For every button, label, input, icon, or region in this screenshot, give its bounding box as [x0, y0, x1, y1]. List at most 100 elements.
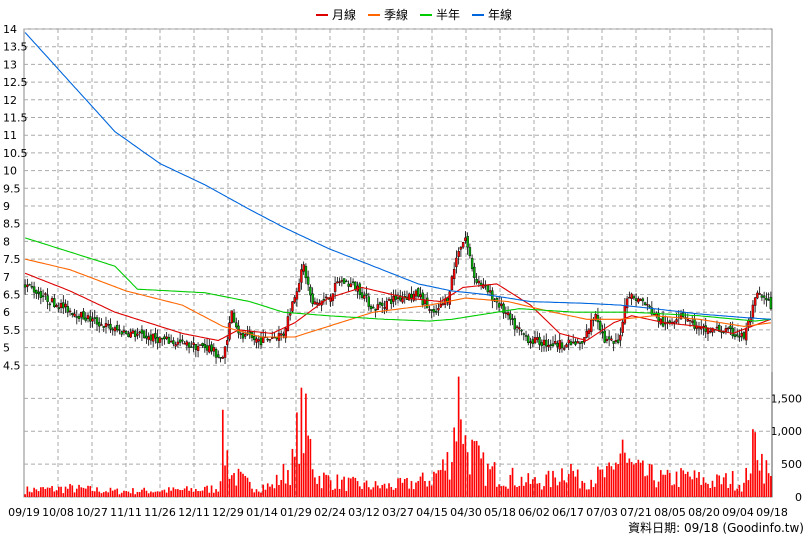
- volume-bar: [565, 482, 568, 497]
- price-tick-label: 7.5: [3, 253, 21, 266]
- candle-body: [724, 328, 728, 332]
- candle-body: [50, 298, 54, 302]
- volume-bar: [675, 471, 678, 497]
- volume-bar: [287, 470, 289, 497]
- volume-bar: [385, 488, 388, 497]
- x-tick-label: 03/12: [348, 506, 380, 519]
- volume-bar: [230, 475, 233, 497]
- volume-bar: [763, 483, 765, 497]
- volume-bar: [163, 489, 166, 497]
- price-tick-label: 10.5: [3, 147, 28, 160]
- candle-body: [84, 317, 87, 321]
- candle-body: [131, 330, 135, 334]
- candle-body: [201, 343, 204, 346]
- candle-body: [28, 284, 31, 286]
- candle-body: [502, 303, 505, 314]
- candle-body: [715, 326, 719, 329]
- candle-body: [39, 291, 43, 298]
- candle-body: [315, 302, 319, 305]
- candle-body: [345, 280, 348, 283]
- volume-bar: [529, 483, 532, 497]
- legend-item-month: 月線: [316, 6, 356, 23]
- price-tick-label: 13.5: [3, 41, 28, 54]
- candle-body: [172, 340, 175, 345]
- volume-tick-label: 1,000: [771, 425, 803, 438]
- candle-body: [133, 330, 137, 337]
- volume-bar: [603, 477, 606, 497]
- volume-bar: [365, 480, 368, 497]
- candle-body: [127, 333, 130, 337]
- candle-body: [217, 354, 220, 358]
- volume-bar: [608, 462, 610, 497]
- volume-bar: [655, 487, 658, 497]
- volume-bar: [172, 487, 175, 497]
- x-tick-label: 01/14: [246, 506, 278, 519]
- volume-bar: [513, 485, 516, 497]
- volume-bar: [765, 460, 768, 497]
- volume-bar: [64, 486, 67, 497]
- candle-body: [223, 346, 227, 358]
- volume-bar: [722, 477, 725, 497]
- volume-bar: [206, 485, 208, 497]
- volume-bar: [410, 481, 413, 497]
- candle-body: [560, 342, 564, 349]
- candle-body: [120, 331, 123, 335]
- candle-body: [614, 340, 618, 342]
- candle-body: [506, 312, 510, 316]
- candle-body: [163, 336, 166, 340]
- volume-bar: [215, 489, 217, 497]
- volume-bar: [53, 491, 56, 497]
- candle-body: [82, 311, 85, 320]
- candle-body: [733, 334, 737, 338]
- x-tick-label: 11/26: [144, 506, 176, 519]
- price-tick-label: 5.5: [3, 324, 21, 337]
- volume-bar: [248, 481, 251, 497]
- volume-bar: [628, 458, 631, 497]
- candle-body: [158, 337, 162, 343]
- volume-bar: [424, 481, 426, 497]
- volume-bar: [239, 471, 242, 497]
- volume-bar: [583, 482, 586, 497]
- volume-bar: [439, 469, 442, 497]
- x-tick-label: 05/18: [484, 506, 516, 519]
- volume-bar: [399, 477, 402, 497]
- price-tick-label: 9.5: [3, 182, 21, 195]
- volume-bar: [316, 483, 318, 497]
- candle-body: [93, 317, 96, 319]
- candle-body: [136, 333, 139, 336]
- candle-body: [55, 305, 58, 308]
- candle-body: [266, 338, 269, 341]
- candle-body: [628, 296, 631, 299]
- volume-bar: [635, 462, 637, 497]
- volume-bar: [156, 491, 159, 497]
- legend-label-month: 月線: [332, 8, 357, 22]
- volume-bar: [125, 491, 128, 497]
- candle-body: [661, 316, 665, 327]
- candle-body: [446, 297, 449, 303]
- candle-body: [529, 341, 532, 343]
- candle-body: [533, 337, 537, 344]
- volume-bar: [642, 460, 644, 497]
- volume-bar: [374, 481, 377, 497]
- volume-bar: [612, 469, 615, 497]
- volume-bar: [159, 491, 161, 497]
- volume-bar: [177, 489, 179, 497]
- candle-body: [455, 257, 458, 268]
- candle-body: [441, 303, 445, 305]
- candle-body: [697, 327, 701, 329]
- candle-body: [641, 298, 645, 302]
- volume-bar: [576, 469, 579, 497]
- candle-body: [284, 328, 287, 339]
- candle-body: [565, 344, 568, 348]
- candle-body: [643, 302, 647, 305]
- candle-body: [372, 306, 375, 309]
- candle-body: [421, 292, 424, 305]
- volume-bar: [437, 470, 440, 497]
- candle-body: [408, 293, 411, 301]
- volume-bar: [199, 491, 202, 497]
- candle-body: [520, 329, 523, 332]
- volume-bar: [262, 484, 265, 497]
- volume-bar: [107, 492, 110, 497]
- volume-bar: [460, 419, 462, 497]
- volume-bar: [588, 489, 590, 497]
